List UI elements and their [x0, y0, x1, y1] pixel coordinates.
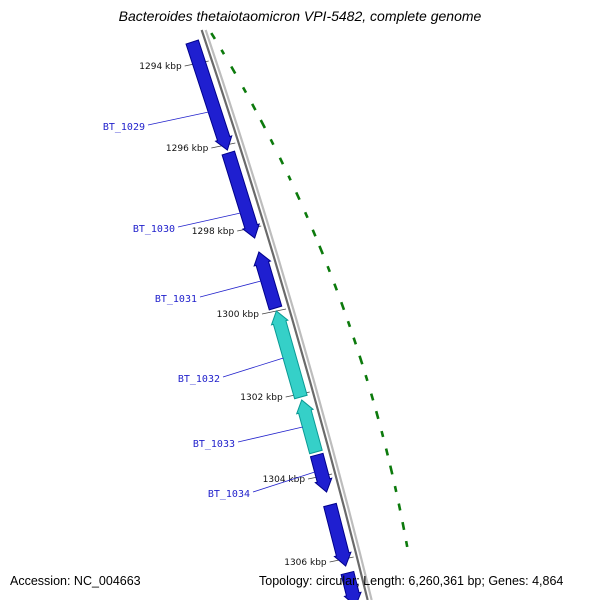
gene-label-BT_1032[interactable]: BT_1032 [178, 374, 220, 385]
green-feature-mark [333, 283, 339, 291]
green-feature-mark [340, 301, 346, 311]
gene-label-BT_1034[interactable]: BT_1034 [208, 489, 250, 500]
tick-label: 1296 kbp [166, 144, 209, 154]
topology-text: Topology: circular; Length: 6,260,361 bp… [259, 574, 564, 588]
green-feature-mark [369, 393, 375, 401]
green-feature-mark [401, 521, 406, 531]
gene-leader-line [252, 471, 315, 493]
gene-arrow-BT_1034[interactable] [309, 452, 333, 493]
green-feature-mark [241, 86, 248, 94]
backbone-arc-outer [204, 29, 373, 600]
green-feature-mark [311, 229, 317, 237]
green-feature-mark [374, 410, 380, 420]
green-feature-mark [295, 191, 301, 201]
green-feature-mark [287, 175, 292, 181]
green-feature-mark [393, 485, 398, 493]
green-feature-mark [230, 65, 237, 75]
green-feature-mark [259, 119, 267, 129]
gene-leader-line [199, 280, 262, 298]
green-feature-mark [303, 211, 309, 219]
gene-arrow-BT_1031[interactable] [253, 251, 283, 311]
green-feature-mark [404, 540, 409, 548]
green-feature-mark [326, 265, 332, 273]
green-feature-mark [352, 337, 358, 345]
green-feature-mark [251, 103, 257, 111]
green-feature-mark [358, 355, 364, 365]
gene-arrow-BT_1029[interactable] [185, 39, 233, 151]
gene-label-BT_1033[interactable]: BT_1033 [193, 439, 235, 450]
gene-leader-line [237, 426, 303, 443]
tick-label: 1298 kbp [192, 227, 235, 237]
gene-arrow-BT_1032[interactable] [270, 310, 308, 400]
green-feature-mark [220, 49, 226, 55]
green-feature-mark [397, 503, 402, 511]
tick-label: 1302 kbp [240, 393, 283, 403]
gene-label-BT_1031[interactable]: BT_1031 [155, 294, 197, 305]
genome-title: Bacteroides thetaiotaomicron VPI-5482, c… [118, 8, 482, 24]
gene-leader-line [147, 111, 209, 126]
green-feature-mark [388, 465, 394, 475]
gene-label-BT_1029[interactable]: BT_1029 [103, 122, 145, 133]
accession-text: Accession: NC_004663 [10, 574, 141, 588]
green-feature-mark [278, 157, 285, 165]
tick-label: 1300 kbp [217, 310, 260, 320]
tick-label: 1304 kbp [263, 475, 306, 485]
backbone-arc [200, 29, 369, 600]
gene-arrow[interactable] [323, 502, 352, 567]
gene-arrow-BT_1030[interactable] [221, 150, 261, 239]
tick-label: 1306 kbp [284, 558, 327, 568]
gene-arrow-BT_1033[interactable] [295, 399, 323, 455]
gene-arrow[interactable] [340, 570, 362, 600]
green-feature-mark [269, 138, 275, 146]
green-feature-mark [380, 430, 385, 438]
green-feature-mark [318, 245, 325, 255]
gene-leader-line [222, 357, 284, 378]
green-feature-mark [346, 320, 352, 328]
green-feature-mark [384, 448, 390, 456]
tick-label: 1294 kbp [139, 62, 182, 72]
gene-leader-line [177, 212, 241, 228]
tick-mark [261, 308, 287, 315]
green-feature-mark [364, 374, 369, 382]
gene-label-BT_1030[interactable]: BT_1030 [133, 224, 175, 235]
green-feature-mark [210, 32, 217, 40]
